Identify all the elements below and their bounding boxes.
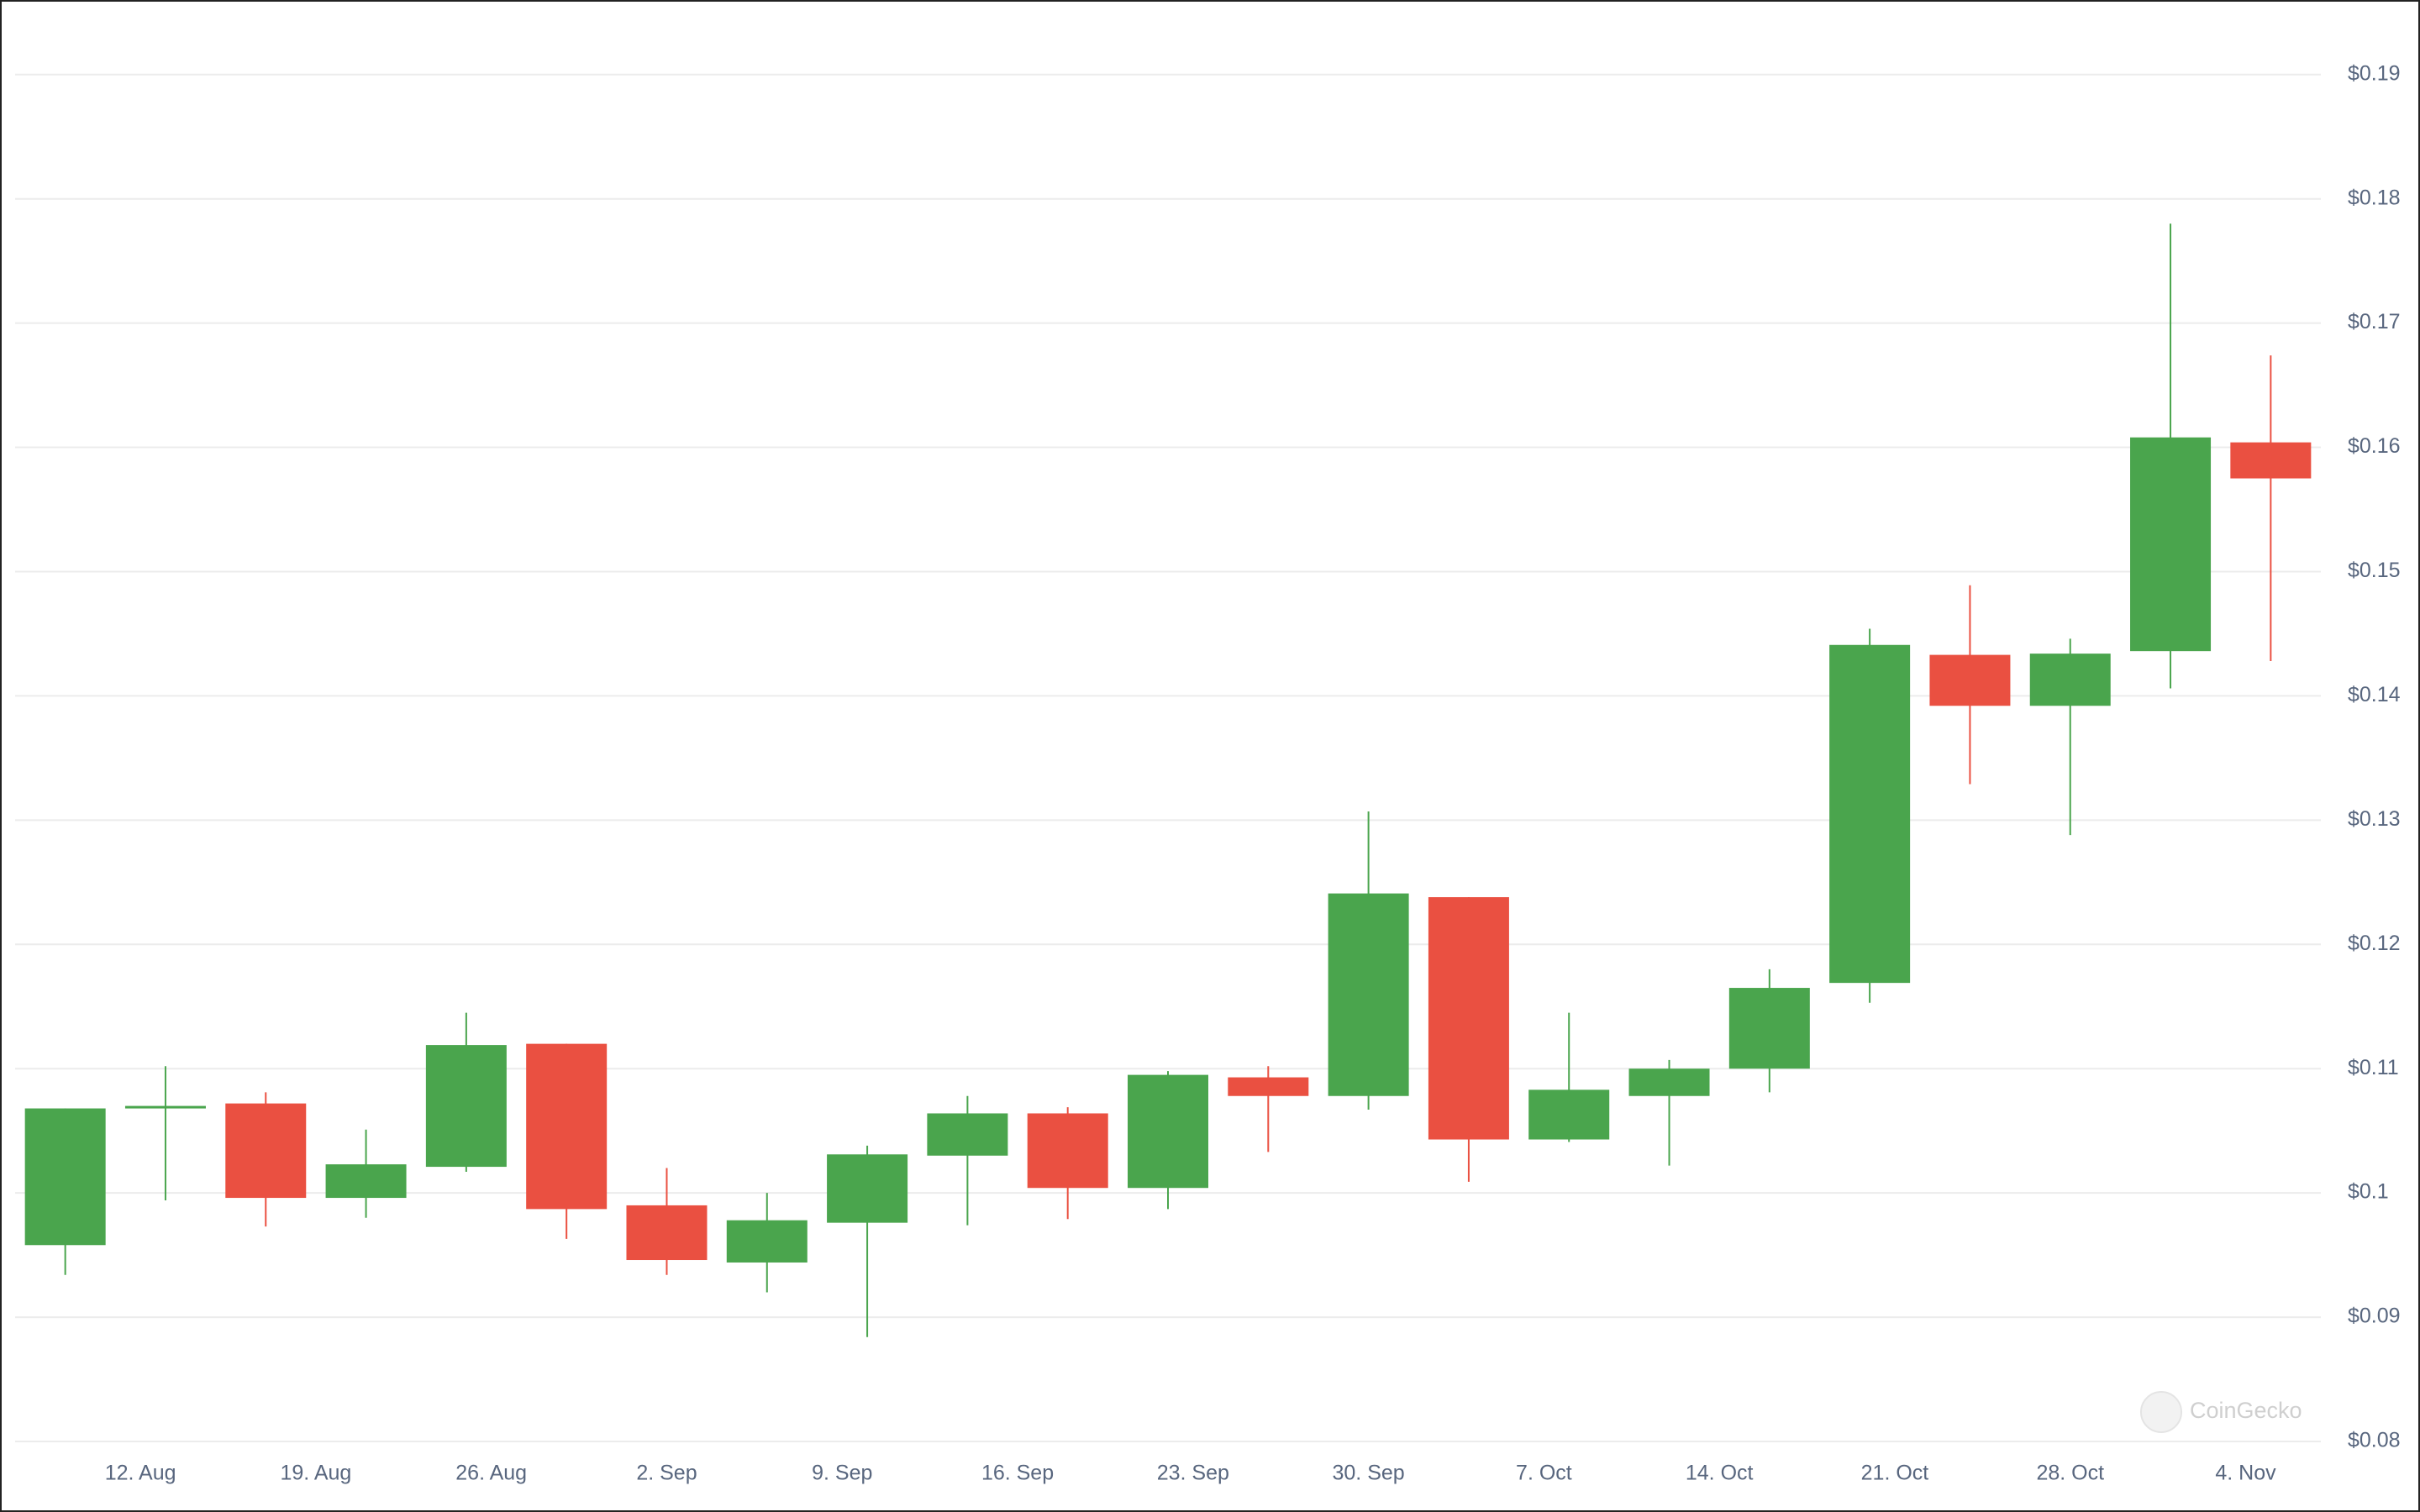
candle-body: [225, 1103, 307, 1199]
candle-body: [1428, 897, 1509, 1140]
watermark-logo: [2140, 1391, 2182, 1433]
candle-body: [927, 1113, 1008, 1156]
x-tick-label: 4. Nov: [2215, 1462, 2276, 1485]
candle-body: [726, 1220, 808, 1263]
candle-body: [1728, 988, 1810, 1069]
candle-body: [2029, 654, 2111, 706]
x-tick-label: 2. Sep: [636, 1462, 697, 1485]
candle-body: [1328, 893, 1409, 1096]
candle-body: [124, 1105, 206, 1109]
candle-body: [1528, 1089, 1610, 1140]
candle-body: [626, 1205, 708, 1261]
y-tick-label: $0.12: [2348, 932, 2401, 955]
y-tick-label: $0.16: [2348, 434, 2401, 458]
x-tick-label: 16. Sep: [981, 1462, 1054, 1485]
y-tick-label: $0.14: [2348, 683, 2401, 706]
x-tick-label: 26. Aug: [455, 1462, 527, 1485]
x-tick-label: 19. Aug: [281, 1462, 352, 1485]
candle-body: [827, 1154, 908, 1223]
candle-body: [2230, 442, 2312, 479]
y-tick-label: $0.19: [2348, 61, 2401, 85]
candle-body: [1829, 644, 1911, 984]
y-tick-label: $0.13: [2348, 807, 2401, 831]
candle-body: [325, 1164, 407, 1199]
candle-body: [1628, 1068, 1710, 1096]
x-tick-label: 30. Sep: [1333, 1462, 1405, 1485]
candle-body: [1228, 1077, 1309, 1096]
x-tick-label: 14. Oct: [1686, 1462, 1754, 1485]
candle-body: [1929, 654, 2011, 706]
x-tick-label: 7. Oct: [1516, 1462, 1572, 1485]
candle-body: [24, 1108, 106, 1246]
y-tick-label: $0.15: [2348, 559, 2401, 582]
candle-body: [1128, 1074, 1208, 1189]
y-tick-label: $0.08: [2348, 1429, 2401, 1452]
candle-body: [425, 1045, 507, 1168]
x-tick-label: 12. Aug: [105, 1462, 176, 1485]
x-tick-label: 21. Oct: [1861, 1462, 1929, 1485]
y-tick-label: $0.17: [2348, 310, 2401, 333]
y-tick-label: $0.11: [2348, 1056, 2399, 1079]
x-tick-label: 9. Sep: [812, 1462, 872, 1485]
y-tick-label: $0.1: [2348, 1180, 2389, 1204]
x-tick-label: 23. Sep: [1157, 1462, 1229, 1485]
x-tick-label: 28. Oct: [2036, 1462, 2104, 1485]
y-tick-label: $0.18: [2348, 186, 2401, 209]
candle-body: [526, 1043, 608, 1210]
candle-body: [1027, 1113, 1108, 1189]
y-tick-label: $0.09: [2348, 1305, 2401, 1328]
candle-body: [2130, 437, 2212, 652]
watermark: CoinGecko: [2190, 1398, 2302, 1423]
